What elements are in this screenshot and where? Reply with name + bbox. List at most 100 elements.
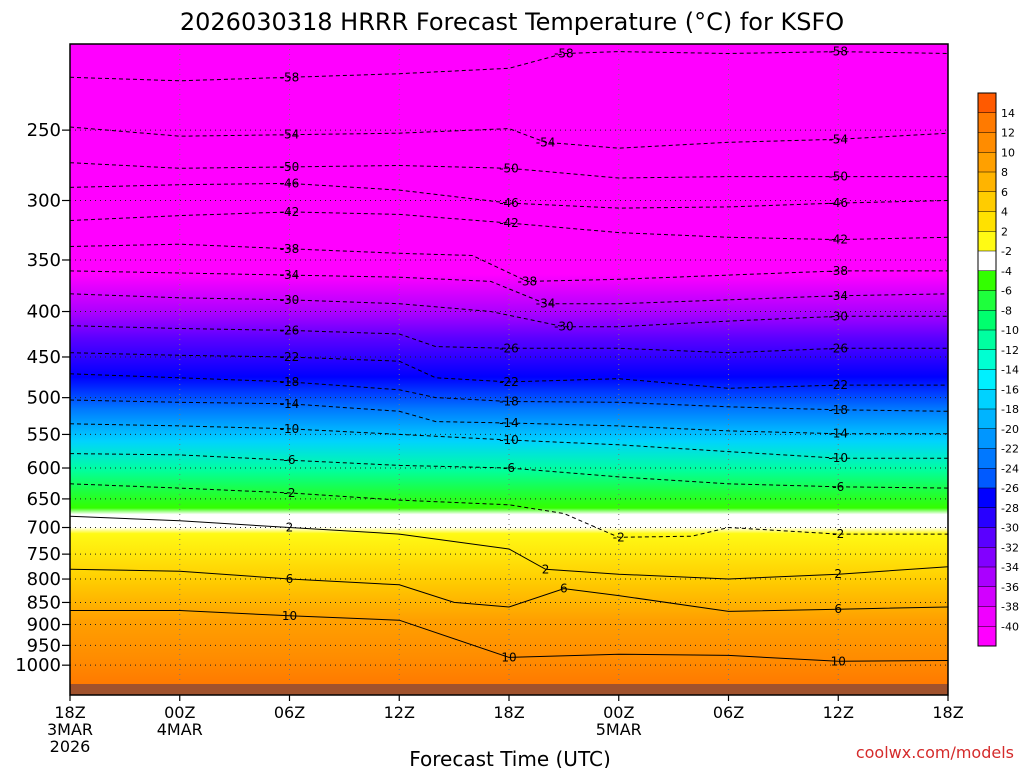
x-tick-label: 4MAR [157,720,203,739]
colorbar-label: -18 [1001,403,1019,416]
isotherm-label: -22 [828,378,848,392]
isotherm-label: -10 [828,451,848,465]
isotherm-label: 6 [286,572,294,586]
isotherm-label: -38 [517,274,537,288]
colorbar-label: -6 [1001,285,1012,298]
isotherm-label: -18 [828,403,848,417]
isotherm-line [70,399,948,435]
y-tick-label: 800 [27,569,61,590]
y-tick-label: 600 [27,458,61,479]
colorbar-swatch [978,290,996,311]
y-tick-label: 500 [27,388,61,409]
isotherm-label: -38 [280,242,300,256]
grid-lines [70,44,948,684]
isotherm-line [70,293,948,328]
isotherm-label: 10 [831,654,846,668]
x-tick-label: 3MAR [47,720,93,739]
isotherm-label: 2 [542,562,550,576]
isotherm-label: -6 [832,480,844,494]
colorbar-swatch [978,567,996,588]
isotherm-label: -26 [280,323,300,337]
colorbar-label: 4 [1001,206,1008,219]
x-tick-label: 06Z [274,703,305,722]
isotherm-label: -6 [284,453,296,467]
isotherm-label: -22 [499,375,519,389]
isotherm-label: -50 [499,161,519,175]
isotherm-line [70,352,948,389]
isotherm-label: -42 [499,216,519,230]
isotherm-label: 10 [501,650,516,664]
colorbar-swatch [978,191,996,212]
colorbar-label: -34 [1001,561,1019,574]
x-tick-label: 06Z [713,703,744,722]
isotherm-label: 6 [834,602,842,616]
isotherm-label: -54 [280,128,300,142]
isotherm-label: -34 [536,297,556,311]
colorbar-swatch [978,152,996,173]
colorbar-label: -4 [1001,265,1012,278]
isotherm-line [70,515,948,580]
isotherm-line [70,373,948,412]
colorbar-swatch [978,488,996,509]
y-tick-label: 850 [27,592,61,613]
colorbar-swatch [978,369,996,390]
colorbar-label: -16 [1001,383,1019,396]
y-tick-label: 900 [27,615,61,636]
isotherm-line [70,270,948,305]
credit-text: coolwx.com/models [856,743,1014,762]
x-tick-label: 5MAR [596,720,642,739]
isotherm-label: -58 [280,70,300,84]
colorbar-swatch [978,211,996,232]
isotherm-label: -54 [536,135,556,149]
isotherm-label: -46 [280,176,300,190]
colorbar-swatch [978,112,996,133]
x-tick-label: 00Z [164,703,195,722]
colorbar-label: -40 [1001,620,1019,633]
colorbar-label: 12 [1001,127,1015,140]
y-tick-label: 950 [27,635,61,656]
x-tick-label: 12Z [384,703,415,722]
isotherm-label: -26 [828,341,848,355]
isotherm-label: -34 [280,268,300,282]
colorbar-swatch [978,349,996,370]
isotherm-label: -2 [284,486,296,500]
y-tick-label: 350 [27,250,61,271]
isotherm-label: -46 [499,196,519,210]
isotherm-label: -50 [828,170,848,184]
colorbar-label: 2 [1001,225,1008,238]
isotherm-label: 10 [282,609,297,623]
colorbar-swatch [978,93,996,114]
x-tick-label: 18Z [932,703,963,722]
isotherm-label: -54 [828,132,848,146]
x-axis-label: Forecast Time (UTC) [409,747,611,768]
isotherm-label: -22 [280,350,300,364]
isotherm-line [70,126,948,149]
isotherm-line [70,610,948,662]
colorbar-label: -14 [1001,364,1019,377]
isotherm-label: -58 [554,47,574,61]
colorbar-swatch [978,389,996,410]
colorbar-swatch [978,251,996,272]
isotherm-label: -18 [499,394,519,408]
y-tick-label: 650 [27,489,61,510]
isotherm-label: -6 [503,461,515,475]
x-tick-label: 18Z [54,703,85,722]
chart-title: 2026030318 HRRR Forecast Temperature (°C… [180,8,844,36]
plot-area: -58 -58 -58 -54 -54 -54 -50 -50 -50 -46 -46 -46 -42 -… [70,44,948,684]
colorbar-label: -22 [1001,443,1019,456]
colorbar-label: -36 [1001,581,1019,594]
y-axis: 2503003504004505005506006507007508008509… [15,120,70,676]
colorbar-swatch [978,428,996,449]
isotherm-line [70,568,948,612]
y-tick-label: 250 [27,120,61,141]
isotherm-label: -18 [280,375,300,389]
isotherm-label: 2 [286,521,294,535]
colorbar-swatch [978,409,996,430]
colorbar-label: -8 [1001,304,1012,317]
isotherm-label: -34 [828,289,848,303]
colorbar-label: 10 [1001,146,1015,159]
y-tick-label: 700 [27,518,61,539]
isotherm-label: -46 [828,196,848,210]
colorbar-label: -24 [1001,462,1019,475]
